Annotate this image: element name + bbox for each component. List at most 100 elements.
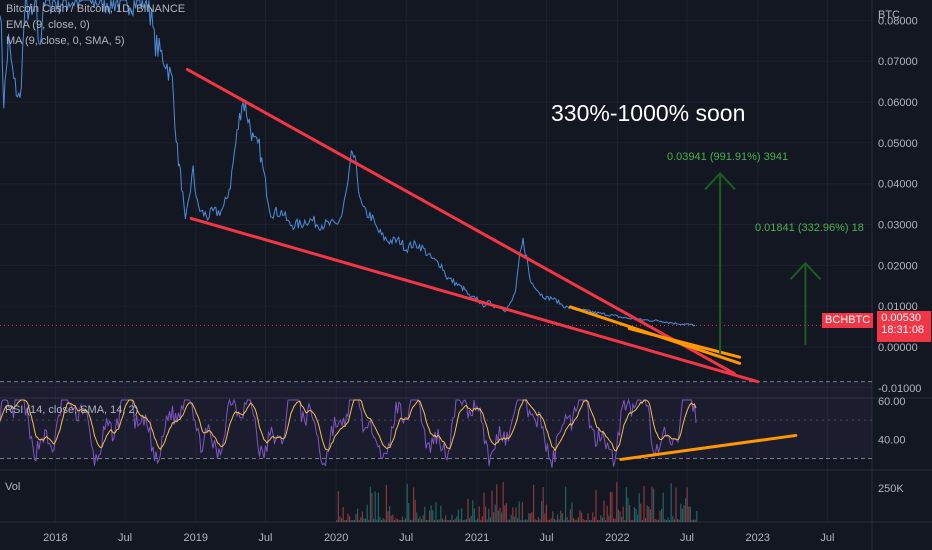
volume-bar [491,490,493,522]
price-pane[interactable] [0,0,872,327]
volume-bar [376,519,378,522]
volume-bar [526,519,528,522]
x-tick-label: 2022 [605,532,629,544]
volume-bar [518,501,520,522]
x-tick-label: Jul [399,532,413,544]
volume-bar [539,519,541,522]
volume-bar [502,482,504,522]
ma-legend[interactable]: MA (9, close, 0, SMA, 5) [6,35,125,47]
price-tag[interactable]: BCHBTC 0.00530 18:31:08 [822,311,932,342]
volume-bar [659,510,661,522]
volume-bar [600,515,602,522]
x-tick-label: 2018 [43,532,67,544]
volume-bar [395,518,397,522]
volume-bar [369,486,371,522]
volume-bar [552,511,554,522]
volume-bar [560,510,562,522]
volume-bar [408,503,410,522]
volume-bar [448,519,450,522]
volume-bar [339,516,341,522]
volume-bar [555,519,557,522]
volume-bar [648,506,650,522]
drawings[interactable] [185,67,822,461]
volume-bar [451,514,453,522]
volume-bar [468,518,471,522]
volume-bar [657,519,659,522]
volume-bar [401,516,403,522]
volume-bar [456,516,458,522]
volume-bar [508,519,511,522]
x-tick-label: Jul [118,532,132,544]
volume-bar [371,492,373,522]
volume-bar [377,492,379,522]
rsi-pane[interactable] [0,381,872,468]
volume-bar [393,519,395,522]
volume-bar [409,519,411,522]
price-axis[interactable]: 0.08000 0.07000 0.06000 0.05000 0.04000 0.030… [878,9,921,495]
rsi-ma-line [0,399,697,452]
volume-bar [654,518,656,522]
volume-bar [473,508,475,522]
volume-bar [584,519,586,522]
volume-bar [513,516,515,522]
y-axis-unit: BTC [878,9,900,21]
headline-annotation[interactable]: 330%-1000% soon [551,100,745,126]
volume-bar [462,519,464,522]
orange-support-price-2 [627,327,742,359]
rsi-legend[interactable]: RSI (14, close, SMA, 14, 2) [5,404,139,416]
volume-bar [577,517,579,522]
volume-bar [436,519,439,522]
volume-bar [424,506,426,522]
y-tick-label: 0.03000 [878,220,918,232]
y-tick-label: 0.05000 [878,138,918,150]
volume-bar [681,508,683,522]
price-tag-countdown: 18:31:08 [881,324,925,336]
volume-bar [574,519,576,522]
time-axis[interactable]: 2018 Jul 2019 Jul 2020 Jul 2021 Jul 2022 Jul 2023 J… [43,532,834,544]
volume-pane[interactable] [336,482,698,522]
volume-bar [416,512,418,522]
volume-bar [604,519,607,522]
volume-bar [361,511,363,522]
volume-bar [532,484,535,522]
volume-bar [486,519,488,522]
volume-bar [580,512,583,522]
y-tick-label: 0.06000 [878,97,918,109]
volume-bar [672,516,674,522]
volume-bar [550,518,552,522]
volume-legend[interactable]: Vol [5,481,21,493]
volume-bar [459,519,461,522]
volume-bar [598,519,600,522]
y-tick-label: 0.07000 [878,56,918,68]
y-tick-label: 0.04000 [878,179,918,191]
volume-bar [692,519,695,522]
volume-bar [344,519,346,522]
volume-bar [406,483,408,522]
y-tick-label: 0.00000 [878,342,918,354]
volume-bar [686,487,688,522]
volume-bar [553,518,555,522]
rsi-band [0,381,872,459]
target-high-label[interactable]: 0.03941 (991.91%) 3941 [667,151,788,163]
ema-legend[interactable]: EMA (9, close, 0) [6,19,90,31]
volume-bar [492,512,495,522]
rsi-tick-label: 60.00 [878,396,906,408]
volume-bar [633,507,635,522]
symbol-legend[interactable]: Bitcoin Cash / Bitcoin, 1D, BINANCE [6,3,186,15]
volume-bar [481,516,483,522]
x-tick-label: Jul [820,532,834,544]
volume-bar [678,519,680,522]
volume-bar [433,519,435,522]
volume-bar [640,503,642,522]
volume-bar [438,519,440,522]
volume-bar [382,518,384,522]
target-low-label[interactable]: 0.01841 (332.96%) 18 [755,222,864,234]
volume-bar [467,498,469,522]
volume-bar [350,519,352,522]
volume-bar [475,519,477,522]
volume-bar [392,514,394,522]
volume-bar [460,508,463,522]
volume-bar [638,493,640,522]
volume-bar [593,516,595,522]
volume-bar [515,507,517,522]
